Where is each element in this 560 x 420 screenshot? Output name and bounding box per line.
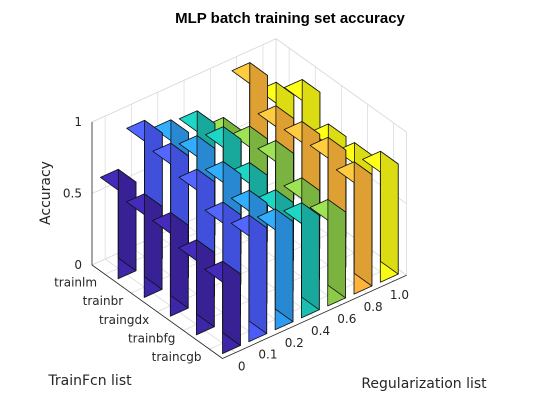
x-tick-label: 0.6	[337, 312, 356, 326]
bar-side	[222, 260, 241, 346]
bar	[362, 150, 399, 283]
bar	[100, 168, 137, 280]
y-axis-label: TrainFcn list	[47, 373, 132, 389]
bar-side	[380, 150, 399, 275]
z-gridline	[91, 38, 407, 133]
x-tick-label: 0.8	[364, 300, 383, 314]
z-axis-label: Accuracy	[38, 161, 54, 225]
bar	[126, 193, 163, 298]
bar-side	[274, 208, 294, 323]
bar-side	[327, 198, 347, 299]
x-tick-label: 0	[238, 360, 246, 374]
y-tick-label: trainlm	[54, 275, 97, 289]
bar-side	[196, 239, 215, 328]
x-axis-line	[222, 274, 407, 359]
bar-side	[353, 161, 373, 287]
bar	[256, 208, 294, 331]
tick-labels: 0 0.5 1 trainlm trainbr traingdx trainbfg train…	[54, 115, 409, 374]
bar-side	[170, 212, 189, 309]
chart-title: MLP batch training set accuracy	[175, 10, 405, 27]
y-tick-label: trainbr	[83, 294, 124, 308]
z-tick-label: 0	[74, 258, 82, 272]
bar	[204, 260, 241, 355]
bar	[335, 161, 373, 295]
x-tick-label: 1.0	[390, 288, 409, 302]
bar-side	[117, 168, 137, 272]
x-tick-label: 0.2	[285, 336, 304, 350]
z-tick-label: 0.5	[63, 187, 82, 201]
bars	[100, 62, 399, 355]
y-tick-label: traincgb	[152, 350, 202, 364]
bar-side	[301, 202, 320, 311]
bar	[230, 214, 268, 343]
bar-side	[248, 214, 268, 335]
bar	[283, 202, 320, 319]
x-tick-label: 0.4	[311, 324, 330, 338]
y-tick-label: traingdx	[99, 313, 149, 327]
x-tick-label: 0.1	[258, 348, 277, 362]
y-tick-label: trainbfg	[128, 331, 175, 345]
bar-side	[143, 193, 163, 290]
y-axis-line	[91, 264, 223, 359]
bar	[309, 198, 347, 307]
x-axis-label: Regularization list	[361, 376, 487, 392]
z-tick-label: 1	[74, 115, 82, 129]
